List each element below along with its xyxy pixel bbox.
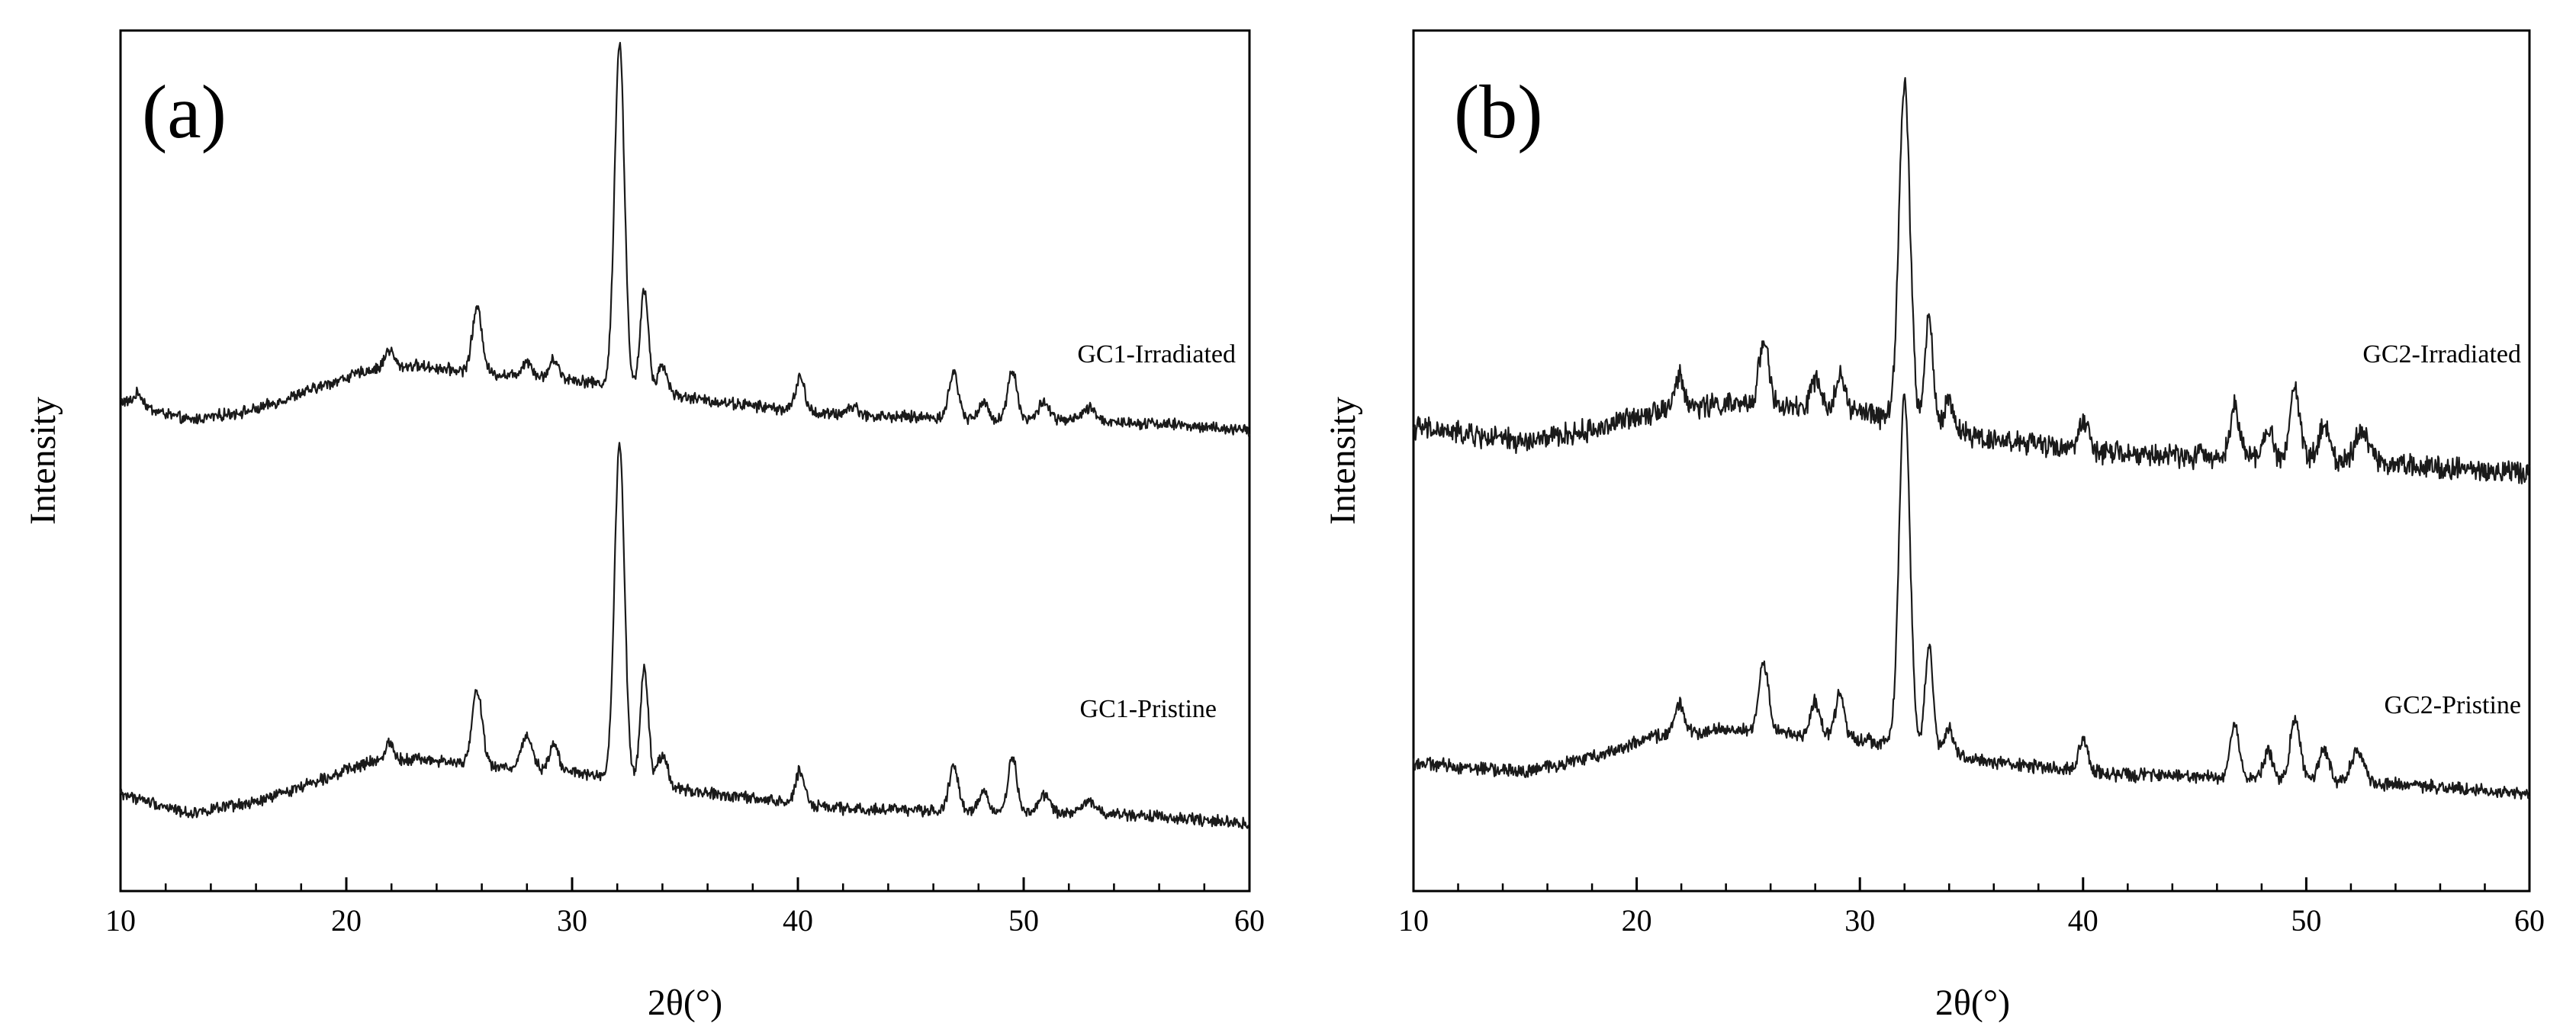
panel-a-x-tick-label: 30: [557, 903, 587, 938]
panel-a-series-label-irradiated: GC1-Irradiated: [1077, 340, 1236, 368]
panel-a: 10 20 30 40 50 60 (a) 2θ(°) Intensity GC1-Irr…: [23, 29, 1265, 1023]
panel-a-x-tick-label: 60: [1234, 903, 1265, 938]
panel-a-axes-frame: [119, 29, 1251, 893]
panel-b-series-label-pristine: GC2-Pristine: [2385, 691, 2521, 719]
panel-b-label: (b): [1454, 69, 1543, 154]
panel-b-tick-labels: 10 20 30 40 50 60: [1398, 903, 2545, 938]
panel-a-traces: [119, 41, 1251, 829]
panel-a-x-tick-label: 50: [1008, 903, 1039, 938]
panel-a-tick-labels: 10 20 30 40 50 60: [105, 903, 1265, 938]
panel-b-x-tick-label: 10: [1398, 903, 1429, 938]
panel-b-trace-irradiated: [1412, 77, 2531, 484]
panel-b-x-tick-label: 40: [2068, 903, 2098, 938]
panel-b-traces: [1412, 77, 2531, 800]
panel-a-ticks: [119, 877, 1251, 891]
panel-a-x-axis-label: 2θ(°): [648, 983, 722, 1023]
panel-a-x-tick-label: 20: [331, 903, 362, 938]
panel-b-x-tick-label: 50: [2291, 903, 2321, 938]
panel-a-label: (a): [142, 69, 227, 154]
panel-b-y-axis-label: Intensity: [1323, 397, 1363, 525]
panel-b: 10 20 30 40 50 60 (b) 2θ(°) Intensity GC2-Irr…: [1323, 29, 2545, 1023]
panel-b-x-tick-label: 20: [1622, 903, 1652, 938]
panel-a-x-tick-label: 40: [783, 903, 813, 938]
panel-b-ticks: [1412, 877, 2531, 891]
panel-b-x-axis-label: 2θ(°): [1935, 983, 2010, 1023]
panel-a-trace-irradiated: [120, 41, 1251, 437]
panel-b-x-tick-label: 30: [1844, 903, 1875, 938]
panel-a-y-axis-label: Intensity: [23, 397, 63, 525]
panel-b-trace-pristine: [1412, 393, 2530, 800]
panel-b-x-tick-label: 60: [2514, 903, 2545, 938]
panel-b-axes-frame: [1412, 29, 2531, 893]
panel-a-trace-pristine: [119, 442, 1250, 829]
panel-a-x-tick-label: 10: [105, 903, 136, 938]
panel-a-series-label-pristine: GC1-Pristine: [1080, 695, 1217, 723]
panel-b-series-label-irradiated: GC2-Irradiated: [2362, 340, 2521, 368]
